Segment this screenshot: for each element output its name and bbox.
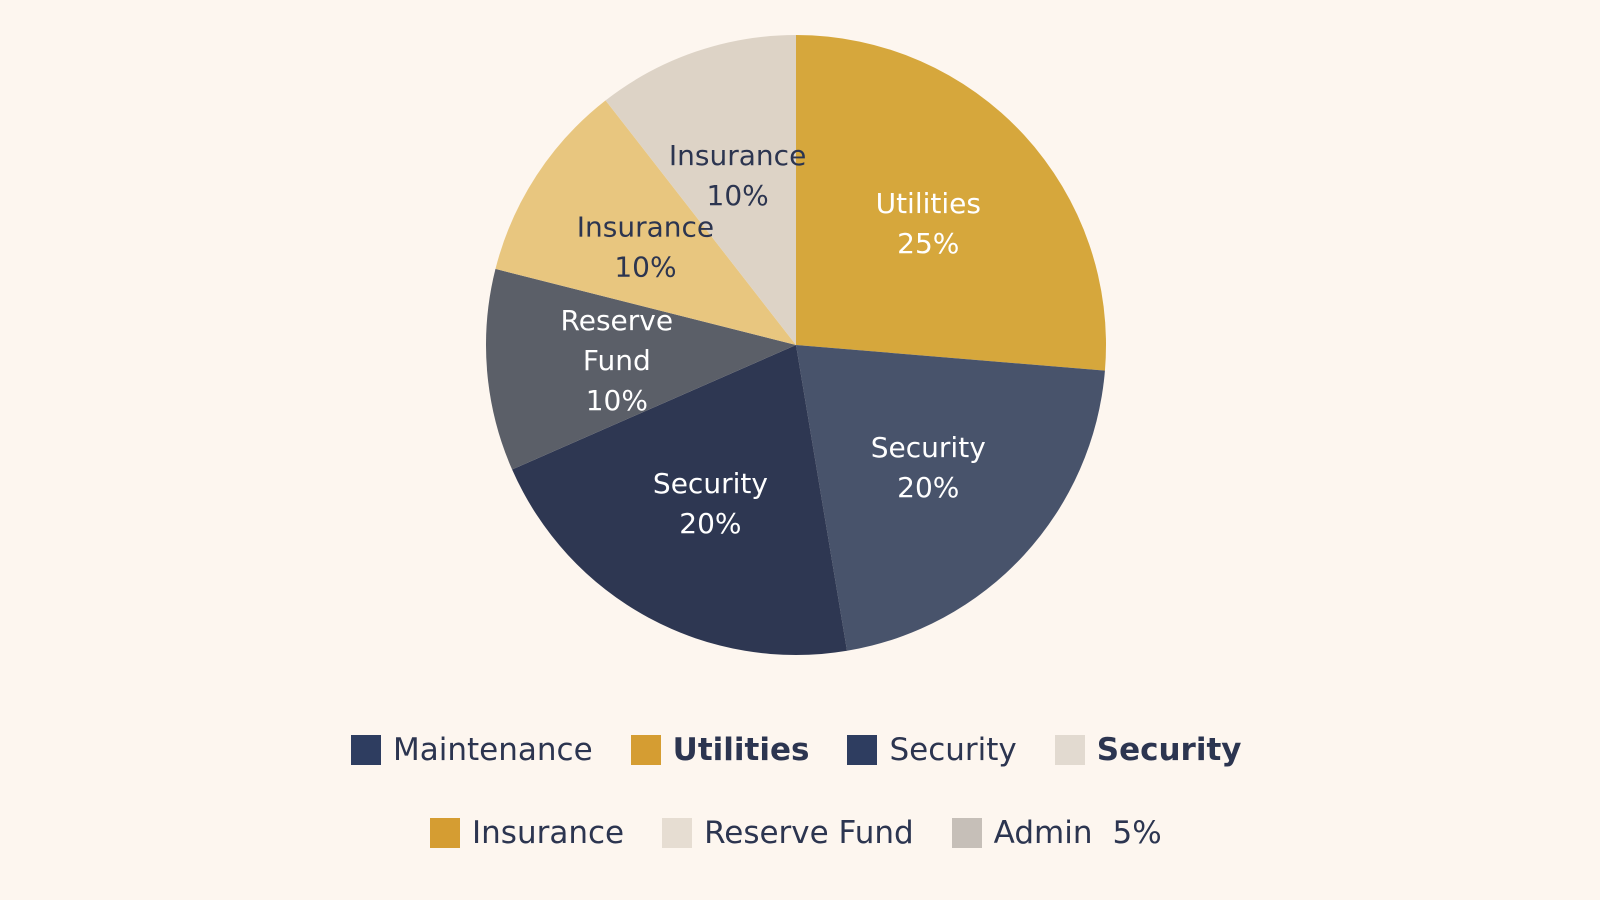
slice-name-0: Utilities bbox=[876, 187, 981, 220]
legend-swatch bbox=[430, 818, 460, 848]
pie-slice-insurance-4 bbox=[495, 100, 796, 345]
pie-slice-insurance-5 bbox=[605, 35, 796, 345]
slice-name-2: Security bbox=[653, 467, 768, 500]
legend-label: Security bbox=[889, 732, 1017, 768]
slice-label-utilities-0: Utilities 25% bbox=[876, 187, 981, 260]
legend-label: Utilities bbox=[672, 732, 810, 768]
legend-item-maintenance: Maintenance bbox=[351, 732, 593, 768]
legend-item-security: Security bbox=[847, 732, 1017, 768]
legend-swatch bbox=[951, 818, 982, 848]
slice-label-reserve-fund-3: Reserve Fund 10% bbox=[561, 304, 674, 417]
slice-value-0: 25% bbox=[897, 227, 959, 260]
slice-name-4: Insurance bbox=[577, 211, 714, 244]
pie-slice-reserve-fund-3 bbox=[486, 268, 796, 470]
pie-slices bbox=[486, 35, 1106, 656]
legend-item-security: Security bbox=[1054, 732, 1242, 768]
slice-value-3: 10% bbox=[586, 384, 648, 417]
legend-row-1: Maintenance Utilities Security Security bbox=[351, 732, 1242, 768]
slice-label-insurance-4: Insurance 10% bbox=[577, 211, 714, 284]
slice-label-insurance-5: Insurance 10% bbox=[669, 139, 806, 212]
legend-value: 5% bbox=[1112, 815, 1162, 851]
legend-swatch bbox=[351, 735, 381, 765]
pie-slice-security-2 bbox=[512, 345, 848, 656]
slice-value-5: 10% bbox=[707, 179, 769, 212]
legend-swatch bbox=[847, 735, 878, 765]
slice-value-1: 20% bbox=[897, 471, 959, 504]
pie-slice-security-1 bbox=[796, 345, 1105, 651]
legend-item-reserve-fund: Reserve Fund bbox=[662, 815, 914, 851]
pie-labels: Utilities 25% Security 20% Security 20% Reserv… bbox=[561, 139, 986, 540]
legend-row-2: Insurance Reserve Fund Admin 5% bbox=[430, 815, 1162, 851]
legend-label: Maintenance bbox=[393, 732, 593, 768]
legend-swatch bbox=[662, 818, 693, 848]
slice-name-3: Reserve bbox=[561, 304, 674, 337]
pie-slice-utilities-0 bbox=[796, 35, 1106, 371]
slice-name-5: Insurance bbox=[669, 139, 806, 172]
slice-name-3: Fund bbox=[583, 344, 651, 377]
slice-label-security-1: Security 20% bbox=[871, 431, 986, 504]
slice-name-1: Security bbox=[871, 431, 986, 464]
slice-value-2: 20% bbox=[679, 507, 741, 540]
slice-value-4: 10% bbox=[614, 251, 676, 284]
legend-label: Admin bbox=[993, 815, 1093, 851]
legend-item-utilities: Utilities bbox=[630, 732, 810, 768]
legend-swatch bbox=[630, 735, 661, 765]
legend-label: Security bbox=[1096, 732, 1242, 768]
slice-label-security-2: Security 20% bbox=[653, 467, 768, 540]
legend-swatch bbox=[1054, 735, 1085, 765]
legend-label: Insurance bbox=[472, 815, 625, 851]
legend-label: Reserve Fund bbox=[704, 815, 914, 851]
legend-item-admin: Admin 5% bbox=[951, 815, 1162, 851]
legend-item-insurance: Insurance bbox=[430, 815, 624, 851]
